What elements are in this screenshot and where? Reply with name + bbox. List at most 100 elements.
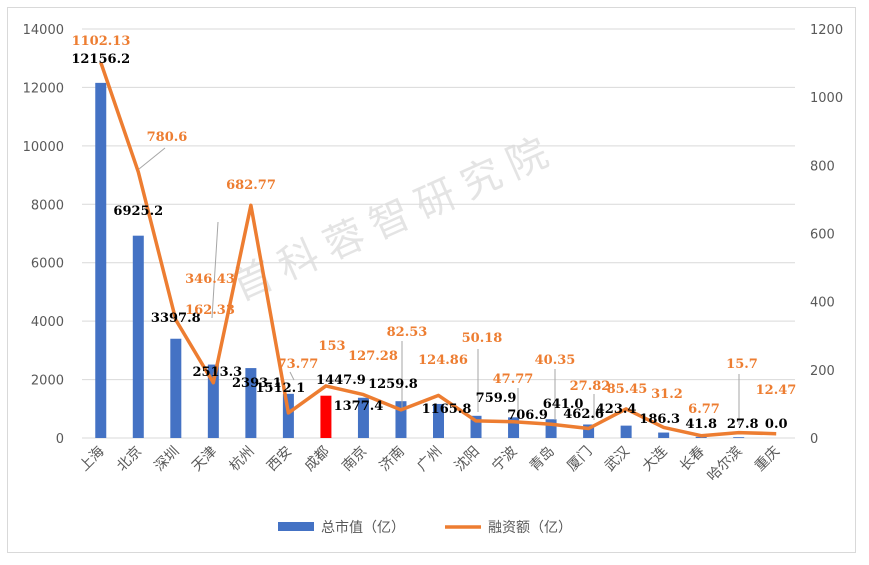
bar-label-成都: 1447.9	[316, 373, 366, 388]
line-label-宁波: 47.77	[493, 372, 534, 387]
category-label-西安: 西安	[264, 444, 295, 475]
bar-label-哈尔滨: 27.8	[727, 417, 759, 432]
bar-哈尔滨	[733, 437, 745, 438]
category-label-南京: 南京	[339, 444, 370, 475]
bar-label-重庆: 0.0	[765, 417, 788, 432]
financing-line	[99, 61, 777, 438]
left-tick-label: 14000	[23, 23, 64, 38]
line-label-南京: 127.28	[348, 349, 398, 364]
bar-西安	[282, 393, 294, 438]
legend-line-label: 融资额（亿）	[488, 520, 572, 536]
gridlines	[82, 28, 795, 439]
line-label-上海: 1102.13	[72, 34, 131, 49]
bar-label-济南: 1259.8	[368, 377, 418, 392]
bar-label-南京: 1377.4	[334, 399, 384, 414]
bar-北京	[132, 235, 144, 438]
left-tick-label: 4000	[31, 315, 64, 330]
bar-济南	[395, 401, 407, 438]
market-cap-bars	[95, 82, 745, 439]
bar-天津	[207, 364, 219, 438]
category-label-哈尔滨: 哈尔滨	[705, 444, 746, 485]
legend-bar-label: 总市值（亿）	[321, 519, 405, 536]
category-label-长春: 长春	[677, 444, 708, 475]
left-tick-label: 10000	[23, 140, 64, 155]
bar-大连	[658, 432, 670, 438]
line-value-labels: 1102.13780.6346.43162.33682.7773.7715312…	[72, 34, 797, 417]
line-label-沈阳: 50.18	[462, 331, 503, 346]
leader-line	[289, 371, 295, 381]
bar-label-宁波: 706.9	[507, 408, 548, 423]
category-label-沈阳: 沈阳	[452, 444, 483, 475]
bar-宁波	[508, 417, 520, 438]
left-tick-label: 12000	[23, 81, 64, 96]
line-label-青岛: 40.35	[535, 353, 576, 368]
line-label-大连: 31.2	[651, 387, 683, 402]
line-label-厦门: 27.82	[570, 379, 611, 394]
category-label-杭州: 杭州	[227, 444, 258, 475]
right-tick-label: 400	[810, 296, 835, 311]
category-label-上海: 上海	[76, 444, 107, 475]
bar-成都	[320, 395, 332, 438]
bar-label-上海: 12156.2	[71, 52, 130, 67]
right-axis-ticks: 0 200 400 600 800 1000 1200	[810, 23, 843, 447]
bar-南京	[357, 397, 369, 438]
bar-广州	[433, 403, 444, 438]
right-tick-label: 1200	[810, 23, 843, 38]
category-label-大连: 大连	[639, 444, 670, 475]
left-tick-label: 2000	[31, 374, 64, 389]
bar-label-长春: 41.8	[685, 417, 717, 432]
line-label-天津: 162.33	[185, 303, 235, 318]
chart-frame	[7, 7, 856, 553]
leader-line	[138, 147, 166, 170]
label-leader-lines	[138, 147, 740, 425]
bar-label-杭州: 2393.1	[232, 376, 282, 391]
category-label-深圳: 深圳	[152, 444, 183, 475]
line-label-广州: 124.86	[418, 353, 468, 368]
category-label-广州: 广州	[414, 444, 445, 475]
category-label-天津: 天津	[189, 444, 220, 475]
right-tick-label: 1000	[810, 91, 843, 106]
left-axis-ticks: 0 2000 4000 6000 8000 10000 12000 14000	[23, 23, 64, 447]
bar-label-广州: 1165.8	[422, 402, 472, 417]
line-label-重庆: 12.47	[756, 383, 797, 398]
category-label-青岛: 青岛	[527, 444, 558, 475]
category-label-北京: 北京	[114, 444, 145, 475]
bar-label-大连: 186.3	[639, 412, 680, 427]
bar-label-北京: 6925.2	[113, 204, 163, 219]
bar-沈阳	[470, 415, 482, 438]
category-label-济南: 济南	[377, 444, 408, 475]
bar-label-深圳: 3397.8	[151, 311, 201, 326]
line-label-济南: 82.53	[387, 325, 428, 340]
category-label-武汉: 武汉	[602, 444, 633, 475]
bar-上海	[95, 82, 107, 439]
legend-bar-swatch	[278, 522, 314, 531]
line-label-哈尔滨: 15.7	[726, 357, 758, 372]
bar-武汉	[620, 425, 632, 438]
line-label-北京: 780.6	[147, 130, 188, 145]
category-label-宁波: 宁波	[489, 443, 521, 475]
bar-label-厦门: 462.6	[563, 407, 604, 422]
right-tick-label: 0	[810, 432, 818, 447]
bar-厦门	[583, 424, 595, 438]
line-label-长春: 6.77	[688, 402, 720, 417]
watermark: 首科蓉智研究院	[225, 126, 563, 310]
bar-label-西安: 1512.1	[256, 381, 306, 396]
right-tick-label: 600	[810, 228, 835, 243]
left-tick-label: 0	[56, 432, 64, 447]
bar-青岛	[545, 419, 557, 438]
bar-label-沈阳: 759.9	[476, 391, 517, 406]
right-tick-label: 800	[810, 159, 835, 174]
bar-杭州	[245, 368, 257, 438]
bar-深圳	[170, 338, 182, 438]
left-tick-label: 8000	[31, 198, 64, 213]
watermark-text: 首科蓉智研究院	[225, 126, 563, 310]
bar-label-天津: 2513.3	[192, 365, 242, 380]
line-label-武汉: 85.45	[607, 382, 648, 397]
category-label-厦门: 厦门	[564, 444, 595, 475]
category-label-重庆: 重庆	[752, 444, 783, 475]
right-tick-label: 200	[810, 364, 835, 379]
category-label-成都: 成都	[302, 444, 333, 475]
